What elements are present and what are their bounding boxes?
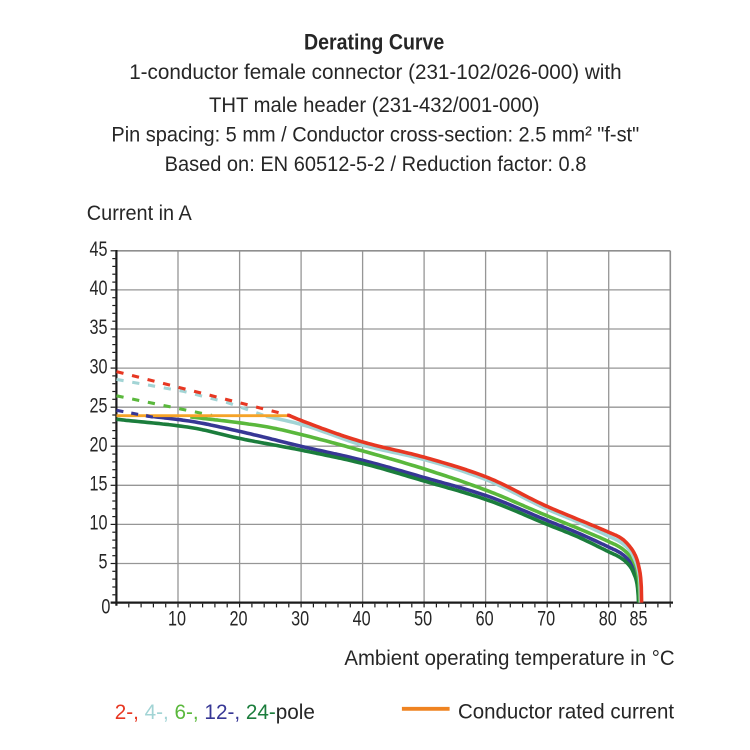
svg-text:50: 50 bbox=[414, 606, 432, 630]
svg-text:Pin spacing: 5 mm / Conductor: Pin spacing: 5 mm / Conductor cross-sect… bbox=[111, 122, 639, 146]
svg-text:25: 25 bbox=[90, 393, 108, 417]
svg-text:40: 40 bbox=[353, 606, 371, 630]
svg-text:4-,: 4-, bbox=[139, 700, 169, 724]
svg-text:5: 5 bbox=[99, 550, 108, 574]
svg-text:30: 30 bbox=[291, 606, 309, 630]
svg-text:30: 30 bbox=[90, 354, 108, 378]
svg-text:15: 15 bbox=[90, 472, 108, 496]
svg-text:10: 10 bbox=[168, 606, 186, 630]
svg-text:Conductor rated current: Conductor rated current bbox=[458, 700, 674, 724]
svg-text:40: 40 bbox=[90, 276, 108, 300]
svg-text:20: 20 bbox=[230, 606, 248, 630]
svg-text:10: 10 bbox=[90, 511, 108, 535]
svg-text:2-,: 2-, bbox=[115, 700, 139, 724]
svg-text:45: 45 bbox=[90, 237, 108, 261]
svg-text:12-,: 12-, bbox=[199, 700, 240, 724]
svg-text:Based on: EN 60512-5-2 / Reduc: Based on: EN 60512-5-2 / Reduction facto… bbox=[165, 152, 587, 176]
svg-text:Ambient operating temperature: Ambient operating temperature in °C bbox=[344, 646, 674, 670]
svg-text:24-: 24- bbox=[240, 700, 276, 724]
svg-text:80: 80 bbox=[599, 606, 617, 630]
svg-text:0: 0 bbox=[101, 595, 110, 619]
svg-text:pole: pole bbox=[276, 700, 315, 724]
svg-text:60: 60 bbox=[476, 606, 494, 630]
svg-text:85: 85 bbox=[629, 606, 647, 630]
svg-text:Current in A: Current in A bbox=[87, 201, 193, 225]
svg-text:Derating Curve: Derating Curve bbox=[304, 29, 444, 54]
svg-text:35: 35 bbox=[90, 315, 108, 339]
svg-text:6-,: 6-, bbox=[169, 700, 199, 724]
svg-text:70: 70 bbox=[537, 606, 555, 630]
svg-text:THT male header (231-432/001-0: THT male header (231-432/001-000) bbox=[209, 93, 540, 117]
svg-text:20: 20 bbox=[90, 432, 108, 456]
svg-text:1-conductor female connector (: 1-conductor female connector (231-102/02… bbox=[129, 60, 621, 84]
